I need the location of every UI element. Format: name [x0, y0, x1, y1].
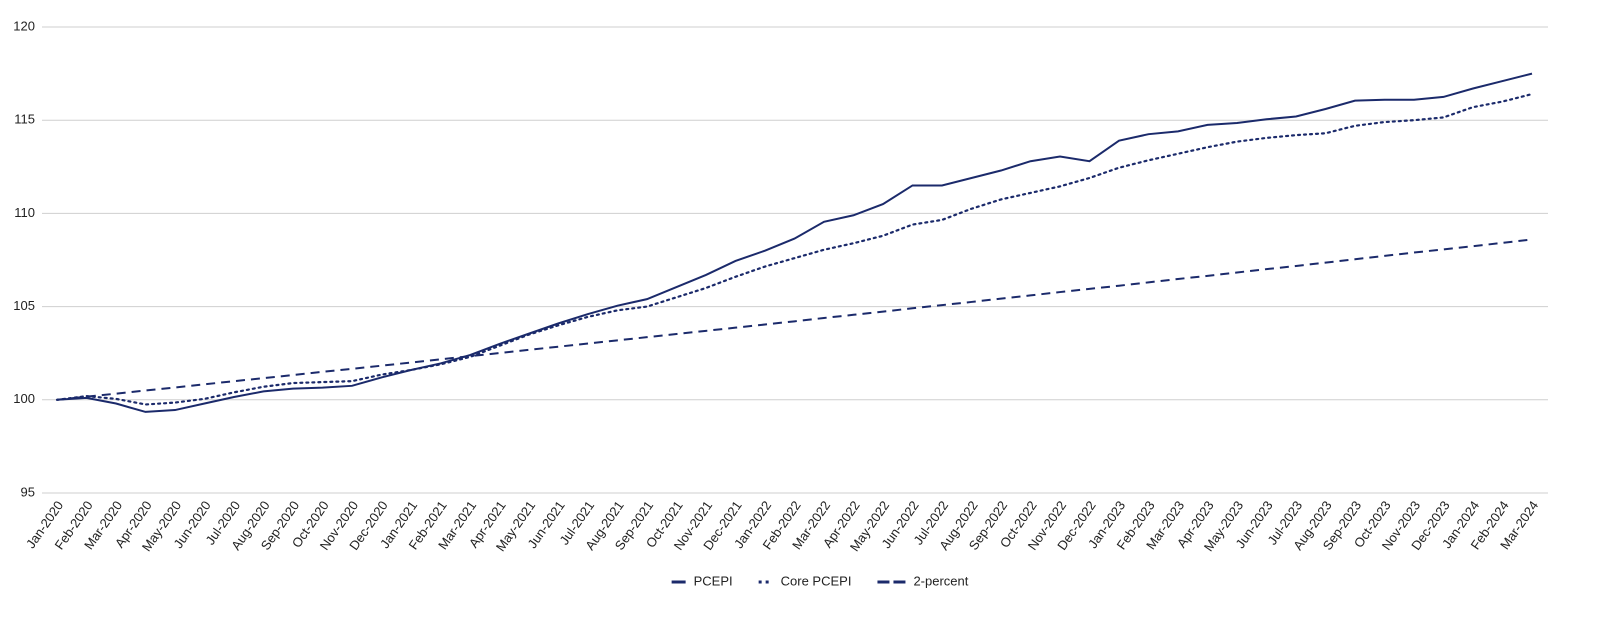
legend-item: PCEPI — [671, 573, 733, 588]
y-tick-label: 105 — [13, 298, 35, 313]
y-tick-label: 115 — [14, 112, 35, 127]
y-tick-label: 95 — [21, 484, 35, 499]
legend: PCEPI Core PCEPI 2-percent — [671, 573, 969, 588]
series-line — [56, 238, 1533, 401]
series-line — [56, 72, 1533, 413]
legend-label: 2-percent — [913, 573, 968, 588]
y-tick-label: 100 — [13, 391, 35, 406]
legend-label: Core PCEPI — [781, 573, 852, 588]
legend-label: PCEPI — [694, 573, 733, 588]
legend-item: 2-percent — [877, 573, 969, 588]
legend-item: Core PCEPI — [758, 573, 852, 588]
y-tick-label: 110 — [14, 205, 35, 220]
series-line — [55, 93, 1534, 406]
y-tick-label: 120 — [13, 18, 35, 33]
